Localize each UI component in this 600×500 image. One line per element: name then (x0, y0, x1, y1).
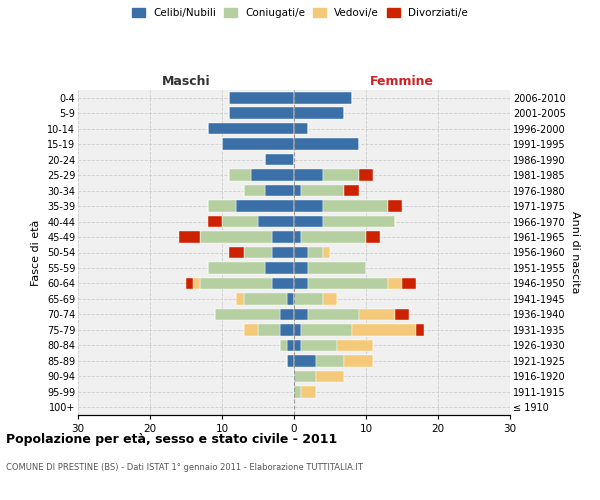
Bar (236, 200, 294, 212)
Bar (294, 262, 308, 274)
Bar (388, 278, 402, 289)
Bar (294, 200, 323, 212)
Bar (265, 154, 294, 166)
Bar (294, 108, 344, 119)
Bar (294, 340, 301, 351)
Bar (222, 216, 258, 228)
Bar (244, 246, 272, 258)
Bar (301, 324, 352, 336)
Legend: Celibi/Nubili, Coniugati/e, Vedovi/e, Divorziati/e: Celibi/Nubili, Coniugati/e, Vedovi/e, Di… (132, 8, 468, 18)
Bar (323, 200, 388, 212)
Bar (301, 340, 337, 351)
Bar (229, 108, 294, 119)
Bar (236, 293, 244, 304)
Bar (272, 231, 294, 243)
Bar (323, 216, 395, 228)
Bar (287, 293, 294, 304)
Bar (294, 293, 323, 304)
Bar (200, 278, 272, 289)
Bar (294, 216, 323, 228)
Bar (301, 386, 316, 398)
Bar (229, 170, 251, 181)
Bar (251, 170, 294, 181)
Bar (258, 324, 280, 336)
Bar (308, 278, 388, 289)
Bar (323, 170, 359, 181)
Bar (294, 386, 301, 398)
Bar (208, 200, 236, 212)
Bar (208, 262, 265, 274)
Bar (265, 185, 294, 196)
Bar (244, 324, 258, 336)
Bar (416, 324, 424, 336)
Bar (280, 340, 287, 351)
Bar (294, 324, 301, 336)
Bar (294, 138, 359, 150)
Bar (308, 246, 323, 258)
Bar (280, 308, 294, 320)
Bar (323, 293, 337, 304)
Text: COMUNE DI PRESTINE (BS) - Dati ISTAT 1° gennaio 2011 - Elaborazione TUTTITALIA.I: COMUNE DI PRESTINE (BS) - Dati ISTAT 1° … (6, 462, 363, 471)
Y-axis label: Anni di nascita: Anni di nascita (569, 211, 580, 294)
Bar (208, 123, 294, 134)
Bar (272, 278, 294, 289)
Bar (294, 92, 352, 104)
Bar (294, 370, 316, 382)
Bar (258, 216, 294, 228)
Bar (316, 355, 344, 366)
Bar (308, 308, 359, 320)
Bar (301, 185, 344, 196)
Bar (308, 262, 366, 274)
Bar (294, 231, 301, 243)
Text: Popolazione per età, sesso e stato civile - 2011: Popolazione per età, sesso e stato civil… (6, 432, 337, 446)
Bar (208, 216, 222, 228)
Bar (244, 185, 265, 196)
Bar (200, 231, 272, 243)
Bar (323, 246, 330, 258)
Text: Maschi: Maschi (161, 74, 211, 88)
Bar (294, 246, 308, 258)
Bar (229, 246, 244, 258)
Bar (186, 278, 193, 289)
Bar (395, 308, 409, 320)
Bar (229, 92, 294, 104)
Bar (359, 308, 395, 320)
Text: Femmine: Femmine (370, 74, 434, 88)
Bar (280, 324, 294, 336)
Bar (222, 138, 294, 150)
Y-axis label: Fasce di età: Fasce di età (31, 220, 41, 286)
Bar (265, 262, 294, 274)
Bar (294, 170, 323, 181)
Bar (388, 200, 402, 212)
Bar (352, 324, 416, 336)
Bar (287, 340, 294, 351)
Bar (179, 231, 200, 243)
Bar (294, 308, 308, 320)
Bar (359, 170, 373, 181)
Bar (402, 278, 416, 289)
Bar (294, 123, 308, 134)
Bar (337, 340, 373, 351)
Bar (344, 185, 359, 196)
Bar (193, 278, 200, 289)
Bar (294, 278, 308, 289)
Bar (272, 246, 294, 258)
Bar (294, 185, 301, 196)
Bar (316, 370, 344, 382)
Bar (344, 355, 373, 366)
Bar (294, 355, 316, 366)
Bar (244, 293, 287, 304)
Bar (301, 231, 366, 243)
Bar (215, 308, 280, 320)
Bar (287, 355, 294, 366)
Bar (366, 231, 380, 243)
